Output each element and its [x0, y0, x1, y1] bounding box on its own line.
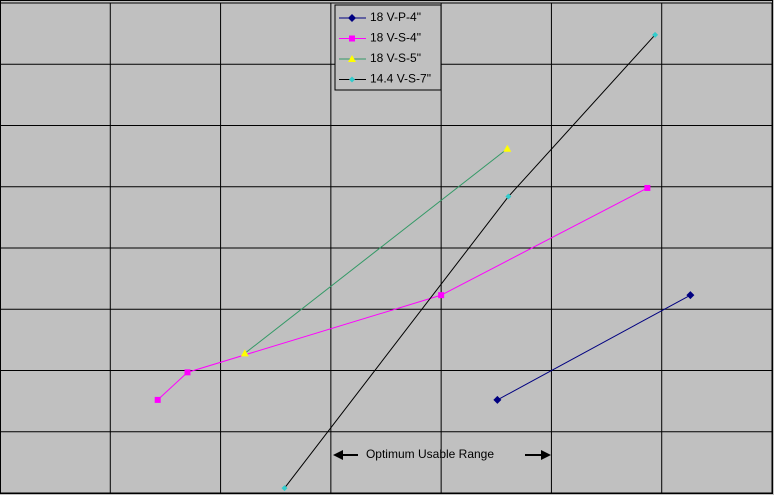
legend: 18 V-P-4" 18 V-S-4" 18 V-S-5" 14.4 V-S-7" [334, 4, 442, 91]
marker [240, 349, 249, 357]
marker [154, 396, 161, 403]
series-line [157, 187, 648, 401]
marker [348, 55, 356, 62]
series-layer [154, 31, 695, 492]
marker [652, 31, 659, 38]
arrow-head [333, 450, 343, 460]
arrow-head [541, 450, 551, 460]
legend-label: 18 V-S-5" [370, 51, 421, 65]
legend-label: 18 V-S-4" [370, 31, 421, 45]
marker [505, 193, 512, 200]
legend-label: 14.4 V-S-7" [370, 72, 431, 86]
legend-items: 18 V-P-4" 18 V-S-4" 18 V-S-5" 14.4 V-S-7" [339, 10, 431, 86]
marker [686, 291, 695, 300]
marker [348, 14, 356, 22]
marker [184, 369, 191, 376]
series-line [244, 148, 508, 354]
marker [493, 395, 502, 404]
marker [503, 144, 512, 152]
marker [438, 292, 445, 299]
range-annotation: Optimum Usable Range [333, 447, 551, 461]
annotation-text: Optimum Usable Range [366, 447, 494, 461]
marker [349, 35, 355, 42]
marker [644, 184, 651, 191]
series-line [497, 294, 691, 401]
legend-label: 18 V-P-4" [370, 10, 421, 24]
marker [349, 76, 355, 83]
marker [281, 485, 288, 492]
